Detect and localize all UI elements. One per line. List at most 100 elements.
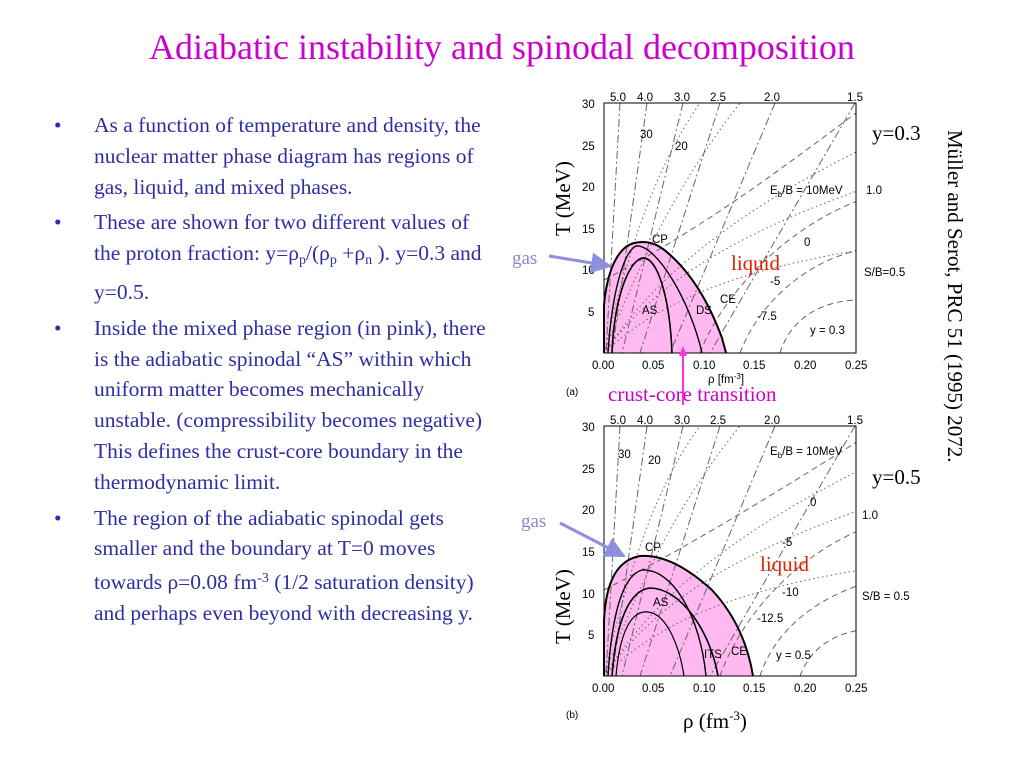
inner-label: 20	[675, 141, 688, 153]
proton-fraction-label: y = 0.3	[810, 325, 845, 337]
bullet-text: /(ρ	[305, 241, 330, 266]
x-tick: 0.05	[642, 360, 664, 372]
bullet-text: +ρ	[336, 241, 366, 266]
entropy-label: S/B=0.5	[864, 267, 905, 279]
energy-label: 0	[810, 497, 816, 509]
subscript: n	[365, 253, 373, 269]
x-tick: 0.05	[642, 683, 664, 695]
bullet-text: ). y=0.3 and y=0.5.	[94, 241, 482, 304]
inner-spinodal	[607, 569, 707, 677]
y-tick: 10	[582, 589, 595, 601]
mixed-phase-region	[604, 555, 753, 676]
bullet-text: Inside the mixed phase region (in pink),…	[94, 315, 486, 494]
y-tick: 25	[582, 464, 595, 476]
inner-label: 30	[618, 449, 631, 461]
y-tick: 10	[582, 265, 595, 277]
bullet-item: • The region of the adiabatic spinodal ge…	[54, 503, 494, 629]
gas-arrow-top	[548, 252, 613, 274]
region-label-as: AS	[642, 305, 658, 317]
crust-core-marker	[679, 346, 687, 356]
region-label-cp: CP	[652, 234, 668, 246]
y-tick: 30	[582, 99, 595, 111]
entropy-label: 1.0	[866, 185, 882, 197]
inner-curve	[615, 611, 685, 677]
top-label: 2.0	[764, 92, 780, 104]
x-tick: 0.00	[592, 683, 614, 695]
y-tick: 15	[582, 547, 595, 559]
region-label-its: ITS	[704, 649, 722, 661]
bullet-text: These are shown for two different values…	[94, 210, 470, 266]
x-tick: 0.10	[693, 360, 715, 372]
x-tick: 0.15	[743, 360, 765, 372]
y-label-bottom: y=0.5	[872, 465, 921, 489]
top-label: 5.0	[610, 92, 626, 104]
energy-label: -5	[770, 276, 780, 288]
bullet-dot: •	[54, 315, 62, 340]
liquid-label-top: liquid	[731, 251, 781, 275]
bullet-item: • These are shown for two different value…	[54, 207, 494, 307]
inner-label: 20	[648, 455, 661, 467]
proton-fraction-label: y = 0.5	[776, 650, 811, 662]
bullet-item: • As a function of temperature and densit…	[54, 110, 494, 202]
diabatic-spinodal	[607, 245, 703, 354]
top-label: 2.0	[764, 415, 780, 427]
x-tick: 0.25	[845, 683, 867, 695]
crust-core-label: crust-core transition	[608, 382, 777, 406]
region-label-ce: CE	[720, 294, 736, 306]
annotations: y=0.3 y=0.5 T (MeV) T (MeV) gas gas liqu…	[512, 121, 967, 733]
region-label-ce: CE	[731, 646, 747, 658]
top-label: 1.5	[847, 92, 863, 104]
top-label: 4.0	[637, 92, 653, 104]
y-tick: 20	[582, 505, 595, 517]
adiabatic-spinodal	[611, 587, 719, 677]
x-tick: 0.10	[693, 683, 715, 695]
region-label-cp: CP	[645, 542, 661, 554]
energy-label: Eb/B = 10MeV	[770, 185, 843, 199]
bullet-list: • As a function of temperature and densit…	[54, 110, 494, 634]
x-tick: 0.20	[794, 683, 816, 695]
top-label: 2.5	[710, 92, 726, 104]
bullet-text: (1/2 saturation density) and perhaps eve…	[94, 570, 474, 625]
slide-title: Adiabatic instability and spinodal decom…	[149, 27, 855, 67]
energy-label: -12.5	[757, 613, 783, 625]
subscript: p	[298, 253, 306, 269]
x-tick: 0.15	[743, 683, 765, 695]
subscript: p	[329, 253, 337, 269]
entropy-label: S/B = 0.5	[862, 591, 910, 603]
y-tick: 25	[582, 141, 595, 153]
energy-label: 0	[804, 237, 810, 249]
energy-label: -10	[782, 587, 799, 599]
superscript: -3	[257, 571, 269, 587]
bullet-dot: •	[54, 210, 62, 235]
T-axis-label-bottom: T (MeV)	[551, 569, 575, 644]
x-axis-label: ρ [fm-3]	[708, 372, 744, 386]
citation: Müller and Serot, PRC 51 (1995) 2072.	[943, 130, 967, 462]
energy-label: Eb/B = 10MeV	[770, 446, 843, 460]
x-tick: 0.20	[794, 360, 816, 372]
y-label-top: y=0.3	[872, 121, 921, 145]
coexistence-boundary	[603, 554, 754, 677]
rho-axis-label: ρ (fm-3)	[683, 708, 747, 733]
panel-b-plot	[603, 425, 857, 677]
x-tick: 0.25	[845, 360, 867, 372]
top-label: 3.0	[674, 92, 690, 104]
contour-lines	[604, 103, 856, 353]
bullet-item: • Inside the mixed phase region (in pink)…	[54, 313, 494, 498]
region-label-as: AS	[653, 597, 669, 609]
y-tick: 15	[582, 224, 595, 236]
panel-a-labels: 0.00 0.05 0.10 0.15 0.20 0.25 5 10 15 20…	[566, 92, 905, 398]
x-tick: 0.00	[592, 360, 614, 372]
y-tick: 5	[588, 307, 594, 319]
panel-label: (b)	[566, 710, 578, 721]
top-label: 4.0	[637, 415, 653, 427]
bullet-dot: •	[54, 505, 62, 530]
T-axis-label-top: T (MeV)	[551, 161, 575, 236]
energy-label: -7.5	[757, 311, 777, 323]
panel-b-labels: 0.00 0.05 0.10 0.15 0.20 0.25 5 10 15 20…	[566, 415, 910, 721]
region-label-ds: DS	[696, 305, 712, 317]
gas-label-bottom: gas	[521, 511, 546, 532]
axes-box	[603, 102, 857, 354]
y-tick: 20	[582, 182, 595, 194]
y-tick: 5	[588, 630, 594, 642]
